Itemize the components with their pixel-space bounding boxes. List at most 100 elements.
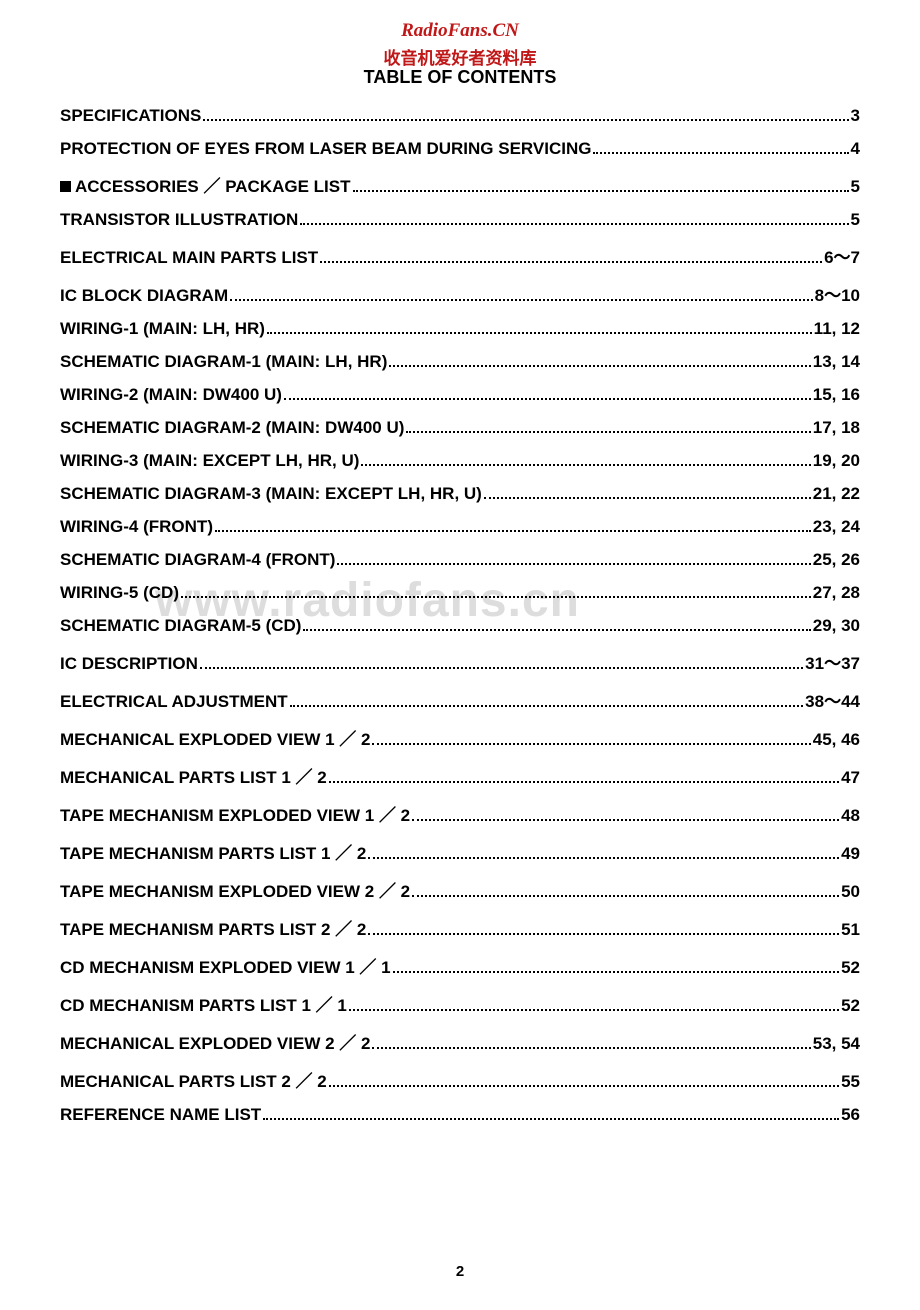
toc-entry: SCHEMATIC DIAGRAM-4 (FRONT) 25, 26 bbox=[60, 550, 860, 570]
toc-leader-dots bbox=[181, 596, 811, 598]
toc-entry-page: 51 bbox=[841, 920, 860, 940]
toc-leader-dots bbox=[593, 152, 848, 154]
chinese-subtitle: 收音机爱好者资料库 bbox=[60, 44, 860, 69]
toc-entry: MECHANICAL EXPLODED VIEW 2 ／ 2 53, 54 bbox=[60, 1029, 860, 1054]
toc-label-text: SCHEMATIC DIAGRAM-4 (FRONT) bbox=[60, 550, 335, 569]
toc-label-text: REFERENCE NAME LIST bbox=[60, 1105, 261, 1124]
toc-leader-dots bbox=[230, 299, 813, 301]
toc-entry-page: 38～44 bbox=[805, 687, 860, 712]
toc-label-text: SCHEMATIC DIAGRAM-1 (MAIN: LH, HR) bbox=[60, 352, 387, 371]
toc-entry-page: 25, 26 bbox=[813, 550, 860, 570]
toc-entry-label: SCHEMATIC DIAGRAM-5 (CD) bbox=[60, 616, 301, 636]
toc-entry-page: 5 bbox=[851, 177, 860, 197]
toc-entry: SPECIFICATIONS3 bbox=[60, 106, 860, 126]
toc-leader-dots bbox=[406, 431, 810, 433]
toc-entry-page: 52 bbox=[841, 958, 860, 978]
toc-entry-label: REFERENCE NAME LIST bbox=[60, 1105, 261, 1125]
toc-entry-label: PROTECTION OF EYES FROM LASER BEAM DURIN… bbox=[60, 139, 591, 159]
toc-leader-dots bbox=[389, 365, 810, 367]
toc-entry-label: SCHEMATIC DIAGRAM-3 (MAIN: EXCEPT LH, HR… bbox=[60, 484, 482, 504]
toc-entry-page: 31～37 bbox=[805, 649, 860, 674]
toc-entry-label: MECHANICAL PARTS LIST 2 ／ 2 bbox=[60, 1067, 327, 1092]
toc-entry-label: MECHANICAL EXPLODED VIEW 2 ／ 2 bbox=[60, 1029, 370, 1054]
toc-leader-dots bbox=[215, 530, 811, 532]
toc-leader-dots bbox=[337, 563, 810, 565]
toc-label-text: SCHEMATIC DIAGRAM-2 (MAIN: DW400 U) bbox=[60, 418, 404, 437]
toc-entry-page: 52 bbox=[841, 996, 860, 1016]
site-name: RadioFans.CN bbox=[60, 20, 860, 42]
toc-entry-label: SCHEMATIC DIAGRAM-2 (MAIN: DW400 U) bbox=[60, 418, 404, 438]
toc-label-text: SPECIFICATIONS bbox=[60, 106, 201, 125]
toc-label-text: IC BLOCK DIAGRAM bbox=[60, 286, 228, 305]
toc-leader-dots bbox=[290, 705, 804, 707]
toc-label-text: WIRING-2 (MAIN: DW400 U) bbox=[60, 385, 282, 404]
toc-leader-dots bbox=[320, 261, 822, 263]
toc-label-text: TAPE MECHANISM EXPLODED VIEW 1 ／ 2 bbox=[60, 806, 410, 825]
toc-entry: MECHANICAL PARTS LIST 1 ／ 247 bbox=[60, 763, 860, 788]
toc-leader-dots bbox=[329, 781, 839, 783]
toc-label-text: MECHANICAL EXPLODED VIEW 2 ／ 2 bbox=[60, 1034, 370, 1053]
toc-leader-dots bbox=[203, 119, 848, 121]
toc-entry-page: 8～10 bbox=[815, 281, 860, 306]
toc-label-text: WIRING-3 (MAIN: EXCEPT LH, HR, U) bbox=[60, 451, 359, 470]
toc-entry: CD MECHANISM PARTS LIST 1 ／ 152 bbox=[60, 991, 860, 1016]
toc-entry-label: MECHANICAL EXPLODED VIEW 1 ／ 2 bbox=[60, 725, 370, 750]
toc-entry-label: ACCESSORIES ／ PACKAGE LIST bbox=[60, 172, 351, 197]
toc-entry: WIRING-2 (MAIN: DW400 U) 15, 16 bbox=[60, 385, 860, 405]
toc-entry: TAPE MECHANISM EXPLODED VIEW 1 ／ 2 48 bbox=[60, 801, 860, 826]
toc-entry-page: 17, 18 bbox=[813, 418, 860, 438]
toc-entry-page: 27, 28 bbox=[813, 583, 860, 603]
toc-label-text: MECHANICAL PARTS LIST 2 ／ 2 bbox=[60, 1072, 327, 1091]
toc-entry-label: TAPE MECHANISM EXPLODED VIEW 2 ／ 2 bbox=[60, 877, 410, 902]
toc-leader-dots bbox=[412, 819, 839, 821]
toc-label-text: TAPE MECHANISM EXPLODED VIEW 2 ／ 2 bbox=[60, 882, 410, 901]
toc-entry: TAPE MECHANISM EXPLODED VIEW 2 ／ 250 bbox=[60, 877, 860, 902]
toc-label-text: IC DESCRIPTION bbox=[60, 654, 198, 673]
toc-leader-dots bbox=[353, 190, 849, 192]
page-header: RadioFans.CN 收音机爱好者资料库 TABLE OF CONTENTS bbox=[60, 20, 860, 88]
toc-entry-page: 11, 12 bbox=[814, 319, 860, 339]
toc-entry: ELECTRICAL ADJUSTMENT 38～44 bbox=[60, 687, 860, 712]
toc-entry: ACCESSORIES ／ PACKAGE LIST 5 bbox=[60, 172, 860, 197]
toc-leader-dots bbox=[303, 629, 810, 631]
toc-entry-label: WIRING-5 (CD) bbox=[60, 583, 179, 603]
toc-label-text: PROTECTION OF EYES FROM LASER BEAM DURIN… bbox=[60, 139, 591, 158]
toc-entry: IC DESCRIPTION 31～37 bbox=[60, 649, 860, 674]
toc-entry-label: SCHEMATIC DIAGRAM-1 (MAIN: LH, HR) bbox=[60, 352, 387, 372]
toc-entry-page: 13, 14 bbox=[813, 352, 860, 372]
toc-entry-page: 53, 54 bbox=[813, 1034, 860, 1054]
toc-entry-page: 48 bbox=[841, 806, 860, 826]
toc-entry: SCHEMATIC DIAGRAM-2 (MAIN: DW400 U) 17, 1… bbox=[60, 418, 860, 438]
toc-leader-dots bbox=[372, 743, 810, 745]
toc-entry: TRANSISTOR ILLUSTRATION5 bbox=[60, 210, 860, 230]
toc-entry-label: ELECTRICAL MAIN PARTS LIST bbox=[60, 248, 318, 268]
toc-entry-page: 19, 20 bbox=[813, 451, 860, 471]
toc-entry-label: IC DESCRIPTION bbox=[60, 654, 198, 674]
toc-entry-label: ELECTRICAL ADJUSTMENT bbox=[60, 692, 288, 712]
toc-label-text: TRANSISTOR ILLUSTRATION bbox=[60, 210, 298, 229]
toc-entry: WIRING-4 (FRONT) 23, 24 bbox=[60, 517, 860, 537]
toc-label-text: ACCESSORIES ／ PACKAGE LIST bbox=[75, 177, 351, 196]
toc-entry-page: 29, 30 bbox=[813, 616, 860, 636]
toc-entry-label: CD MECHANISM EXPLODED VIEW 1 ／ 1 bbox=[60, 953, 391, 978]
toc-entry-page: 45, 46 bbox=[813, 730, 860, 750]
toc-entry-page: 4 bbox=[851, 139, 860, 159]
toc-label-text: SCHEMATIC DIAGRAM-5 (CD) bbox=[60, 616, 301, 635]
toc-entry-label: WIRING-1 (MAIN: LH, HR) bbox=[60, 319, 265, 339]
toc-entry-label: WIRING-2 (MAIN: DW400 U) bbox=[60, 385, 282, 405]
toc-leader-dots bbox=[368, 857, 839, 859]
toc-label-text: WIRING-5 (CD) bbox=[60, 583, 179, 602]
toc-entry-page: 15, 16 bbox=[813, 385, 860, 405]
toc-list: SPECIFICATIONS3 PROTECTION OF EYES FROM L… bbox=[60, 106, 860, 1125]
toc-label-text: WIRING-4 (FRONT) bbox=[60, 517, 213, 536]
toc-entry: TAPE MECHANISM PARTS LIST 2 ／ 2 51 bbox=[60, 915, 860, 940]
toc-label-text: CD MECHANISM EXPLODED VIEW 1 ／ 1 bbox=[60, 958, 391, 977]
toc-entry: PROTECTION OF EYES FROM LASER BEAM DURIN… bbox=[60, 139, 860, 159]
toc-entry-label: TAPE MECHANISM PARTS LIST 2 ／ 2 bbox=[60, 915, 366, 940]
toc-entry: IC BLOCK DIAGRAM 8～10 bbox=[60, 281, 860, 306]
toc-leader-dots bbox=[284, 398, 811, 400]
toc-entry: MECHANICAL PARTS LIST 2 ／ 255 bbox=[60, 1067, 860, 1092]
toc-entry: MECHANICAL EXPLODED VIEW 1 ／ 2 45, 46 bbox=[60, 725, 860, 750]
toc-entry-page: 23, 24 bbox=[813, 517, 860, 537]
toc-entry-label: MECHANICAL PARTS LIST 1 ／ 2 bbox=[60, 763, 327, 788]
